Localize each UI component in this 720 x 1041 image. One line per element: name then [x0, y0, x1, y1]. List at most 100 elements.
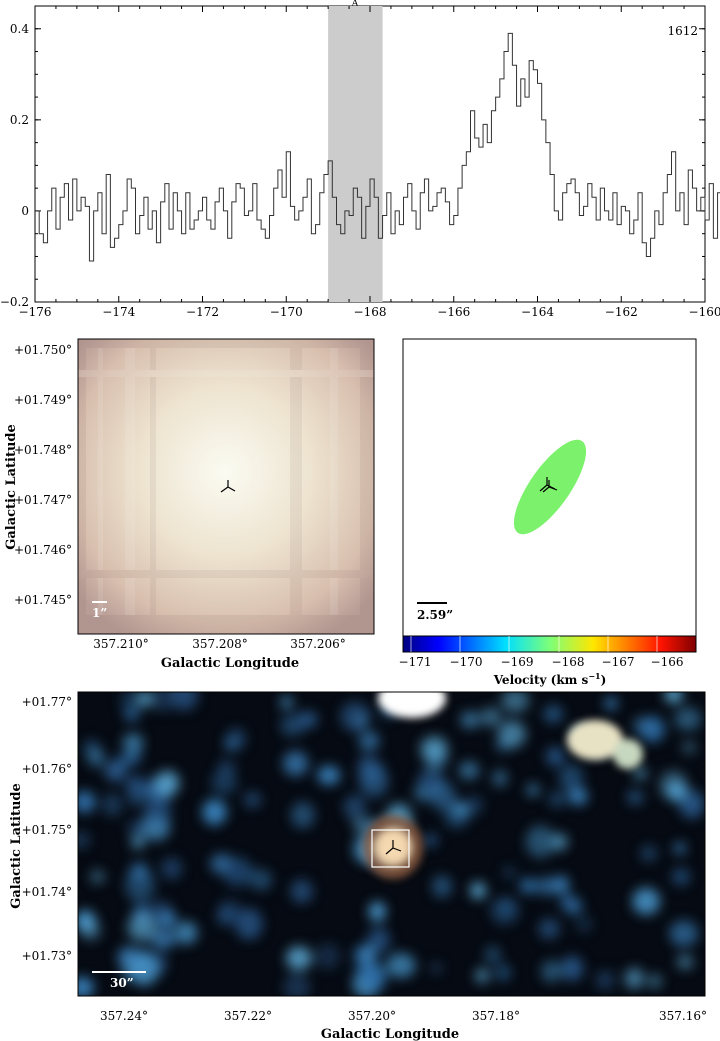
colorbar-ticks [410, 636, 658, 652]
background-star [78, 976, 94, 996]
background-star [127, 913, 157, 942]
spectrum-id-label: 1612 [667, 24, 698, 38]
background-star [648, 974, 662, 989]
wide-ytick-label: +01.77° [22, 695, 72, 709]
zoom-xlabel: Galactic Longitude [161, 656, 299, 671]
background-star [131, 836, 145, 849]
background-star [595, 970, 615, 990]
background-star [386, 952, 416, 978]
background-star [459, 761, 479, 780]
background-star [526, 783, 540, 797]
background-star [343, 795, 366, 820]
background-star [155, 770, 180, 796]
zoom-image [78, 339, 374, 634]
background-star [672, 868, 690, 886]
background-star [454, 803, 469, 816]
background-star [88, 748, 105, 768]
spectrum-series-line [35, 32, 720, 262]
wide-ytick-label: +01.74° [22, 885, 72, 899]
background-star [290, 879, 313, 904]
background-star [80, 919, 101, 941]
background-star [317, 765, 341, 785]
background-star [559, 764, 584, 792]
zoom-ytick-label: +01.749° [14, 393, 72, 407]
colorbar-tick-label: −167 [602, 655, 635, 669]
zoom-xtick-label: 357.206° [290, 637, 346, 651]
background-star [659, 770, 688, 800]
background-star [639, 716, 665, 743]
background-star [217, 759, 236, 777]
background-star [495, 964, 511, 981]
background-star [129, 793, 143, 806]
background-star [358, 755, 375, 771]
background-star [624, 967, 644, 990]
wide-ytick-label: +01.76° [22, 762, 72, 776]
background-star [525, 825, 555, 858]
zoom-source-marker [220, 480, 236, 493]
colorbar-tick-label: −171 [399, 655, 432, 669]
bright-star [567, 720, 623, 760]
zoom-xtick-label: 357.210° [93, 637, 149, 651]
background-star [130, 955, 158, 986]
background-star [290, 801, 315, 829]
background-star [360, 946, 375, 961]
background-star [465, 795, 483, 816]
colorbar-label: Velocity (km s−1) [493, 671, 607, 687]
background-star [222, 857, 253, 887]
x-tick-label: −160 [689, 305, 720, 319]
colorbar-tick-label: −166 [651, 655, 684, 669]
background-star [519, 877, 537, 894]
background-star [78, 831, 91, 849]
colorbar-tick-label: −169 [501, 655, 534, 669]
background-star [470, 882, 486, 899]
background-star [218, 899, 242, 922]
background-star [640, 845, 657, 862]
background-star [125, 868, 155, 902]
background-star [480, 707, 502, 727]
wide-source-marker [385, 840, 402, 855]
wide-ylabel: Galactic Latitude [9, 783, 24, 909]
zoom-region-box [371, 829, 410, 868]
wide-xtick-label: 357.16° [659, 1009, 707, 1023]
zoom-panel: 1” +01.750° +01.749° +01.748° +01.747° +… [4, 338, 375, 671]
spectrum-chart: −176 −174 −172 −170 −168 −166 −164 −162 −160 −0.2… [0, 0, 720, 319]
background-star [160, 857, 183, 880]
background-star [170, 692, 199, 711]
zoom-ytick-label: +01.748° [14, 443, 72, 457]
x-tick-label: −170 [270, 305, 303, 319]
background-star [674, 707, 702, 731]
band-label: A [351, 0, 359, 9]
zoom-ytick-label: +01.745° [14, 593, 72, 607]
background-star [124, 707, 140, 722]
wide-xtick-label: 357.24° [100, 1009, 148, 1023]
y-tick-label: 0 [21, 204, 29, 218]
velocity-scalebar-label: 2.59” [417, 608, 453, 622]
zoom-xtick-label: 357.208° [192, 637, 248, 651]
background-star [117, 753, 132, 768]
x-tick-label: −164 [521, 305, 554, 319]
background-star [137, 692, 153, 707]
y-tick-label: 0.2 [10, 113, 29, 127]
velocity-panel: 2.59” −171 −170 −169 −168 −167 −166 Velo… [399, 338, 697, 687]
background-star [151, 928, 176, 950]
background-star [355, 962, 380, 983]
background-star [632, 887, 660, 915]
background-star [158, 911, 177, 928]
background-star [673, 842, 686, 855]
wide-xtick-label: 357.22° [224, 1009, 272, 1023]
background-star [235, 908, 263, 940]
background-star [559, 893, 576, 911]
wide-panel: 30” +01.77° +01.76° +01.75° +01.74° +01.… [9, 691, 707, 1041]
background-star [538, 918, 560, 939]
velocity-colorbar [402, 635, 697, 653]
background-star [315, 943, 341, 970]
background-star [475, 968, 490, 983]
background-star [286, 946, 312, 970]
background-star [422, 833, 438, 847]
background-star [144, 796, 171, 826]
background-star [576, 916, 593, 933]
background-star [127, 819, 147, 837]
background-star [368, 901, 386, 922]
background-star [102, 793, 123, 817]
y-tick-label: 0.4 [10, 22, 29, 36]
